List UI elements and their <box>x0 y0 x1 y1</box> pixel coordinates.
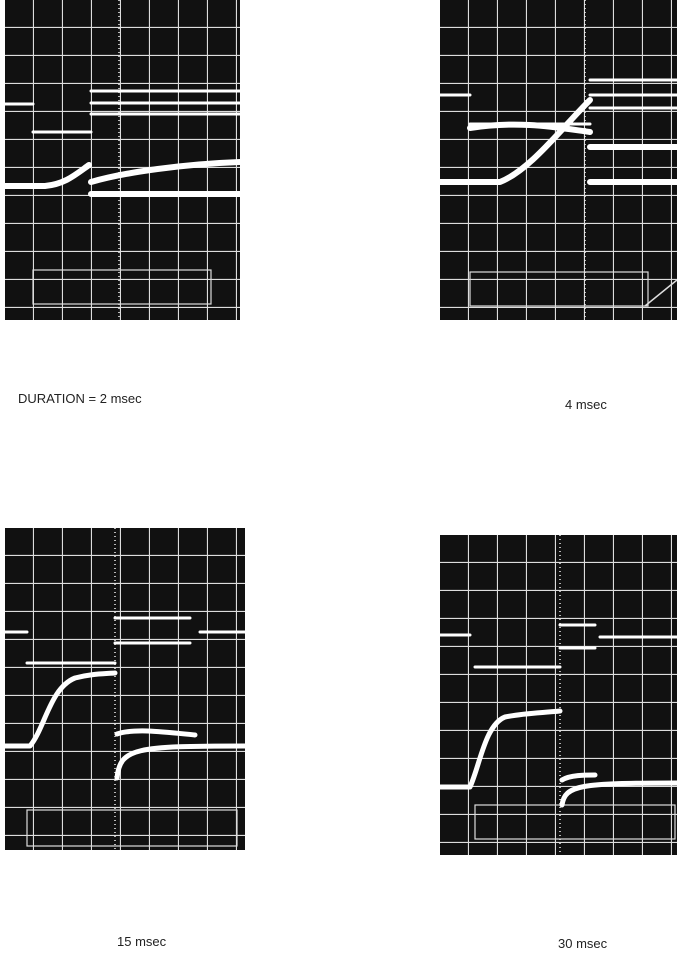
page: DURATION = 2 msec 4 msec 15 msec 30 msec… <box>0 0 677 958</box>
scope-photo <box>440 0 677 320</box>
scope-photo <box>5 528 245 850</box>
figure <box>0 0 677 958</box>
caption: 4 msec <box>565 397 607 412</box>
caption: 15 msec <box>117 934 166 949</box>
scope-photo <box>5 0 240 320</box>
caption: 30 msec <box>558 936 607 951</box>
caption: DURATION = 2 msec <box>18 391 142 406</box>
scope-photo <box>440 535 677 855</box>
